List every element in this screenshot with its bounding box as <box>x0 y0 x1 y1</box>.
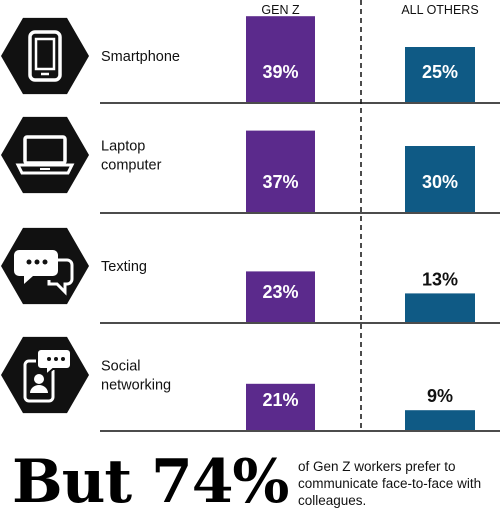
laptop-icon <box>1 116 89 194</box>
value-label: 23% <box>262 282 298 302</box>
bar <box>246 130 315 212</box>
category-label: Smartphone <box>101 49 180 65</box>
value-label: 30% <box>422 172 458 192</box>
category-label: Texting <box>101 259 147 275</box>
bar <box>246 383 315 430</box>
value-label: 9% <box>427 386 453 406</box>
footer: But 74% of Gen Z workers prefer to commu… <box>0 448 500 516</box>
value-label: 25% <box>422 62 458 82</box>
chart: GEN Z ALL OTHERS Smartphone 39% 25% Laptop com… <box>1 0 500 432</box>
bar <box>246 271 315 322</box>
bar <box>405 410 475 430</box>
category-label: Social <box>101 359 141 375</box>
smartphone-icon <box>1 17 89 95</box>
bar <box>246 16 315 103</box>
value-label: 39% <box>262 62 298 82</box>
bar <box>405 47 475 102</box>
chat-bubbles-icon <box>1 227 89 305</box>
category-label: computer <box>101 158 162 174</box>
bar <box>405 146 475 212</box>
value-label: 13% <box>422 269 458 289</box>
value-label: 21% <box>262 390 298 410</box>
bar <box>405 293 475 322</box>
headline-stat: But 74% <box>12 447 289 517</box>
footer-note: of Gen Z workers prefer to communicate f… <box>298 459 482 508</box>
series-label: ALL OTHERS <box>401 3 478 17</box>
social-networking-icon <box>1 336 89 414</box>
series-label: GEN Z <box>261 3 300 17</box>
category-label: networking <box>101 378 171 394</box>
value-label: 37% <box>262 172 298 192</box>
category-label: Laptop <box>101 139 145 155</box>
